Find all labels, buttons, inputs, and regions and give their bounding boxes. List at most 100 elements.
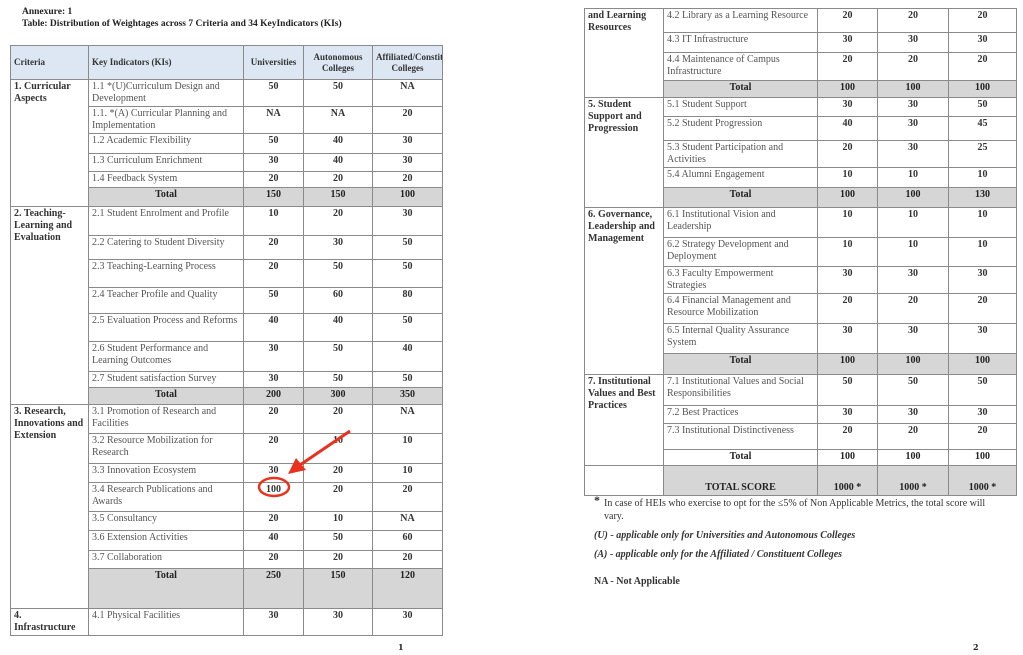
universities-value: 50 bbox=[817, 374, 878, 406]
universities-value: 20 bbox=[243, 433, 304, 464]
universities-value: 10 bbox=[817, 167, 878, 188]
universities-value: 20 bbox=[817, 423, 878, 450]
key-indicator-cell: 5.3 Student Participation and Activities bbox=[663, 140, 818, 168]
autonomous-value: 30 bbox=[877, 140, 949, 168]
header-key-indicators: Key Indicators (KIs) bbox=[88, 45, 244, 80]
footnote-a: (A) - applicable only for the Affiliated… bbox=[594, 549, 843, 560]
total-universities: 100 bbox=[817, 80, 878, 98]
total-score-autonomous: 1000 * bbox=[877, 465, 949, 496]
universities-value: 30 bbox=[817, 405, 878, 424]
affiliated-value: 30 bbox=[948, 405, 1017, 424]
universities-value: 30 bbox=[243, 341, 304, 372]
footnote-u: (U) - applicable only for Universities a… bbox=[594, 530, 856, 541]
table-row: 1. Curricular Aspects 1.1 *(U)Curriculum … bbox=[10, 79, 443, 207]
table-row: 1.3 Curriculum Enrichment 30 40 30 bbox=[11, 153, 443, 172]
table-row: 4.4 Maintenance of Campus Infrastructure… bbox=[585, 52, 1017, 81]
affiliated-value: 30 bbox=[948, 266, 1017, 294]
universities-value: 30 bbox=[243, 608, 304, 636]
header-universities: Universities bbox=[243, 45, 304, 80]
table-row: 2.4 Teacher Profile and Quality 50 60 80 bbox=[11, 287, 443, 314]
weightage-table-page-1: Criteria Key Indicators (KIs) Universities… bbox=[10, 45, 443, 636]
table-title: Table: Distribution of Weightages across… bbox=[22, 19, 342, 29]
universities-value: 30 bbox=[817, 323, 878, 354]
autonomous-value: 30 bbox=[303, 235, 373, 260]
affiliated-value: NA bbox=[372, 511, 443, 531]
autonomous-value: 30 bbox=[877, 405, 949, 424]
total-label: Total bbox=[663, 80, 818, 98]
universities-value: 50 bbox=[243, 79, 304, 107]
universities-value: 20 bbox=[817, 293, 878, 324]
table-row: 2.5 Evaluation Process and Reforms 40 40 50 bbox=[11, 313, 443, 342]
autonomous-value: 20 bbox=[303, 404, 373, 434]
table-row: 2.2 Catering to Student Diversity 20 30 50 bbox=[11, 235, 443, 260]
key-indicator-cell: 1.1 *(U)Curriculum Design and Developmen… bbox=[88, 79, 244, 107]
key-indicator-cell: 1.4 Feedback System bbox=[88, 171, 244, 188]
header-autonomous: Autonomous Colleges bbox=[303, 45, 373, 80]
affiliated-value: 20 bbox=[948, 52, 1017, 81]
affiliated-value: 25 bbox=[948, 140, 1017, 168]
autonomous-value: 20 bbox=[303, 171, 373, 188]
table-row: 1.4 Feedback System 20 20 20 bbox=[11, 171, 443, 188]
criteria-cell: 7. Institutional Values and Best Practic… bbox=[584, 374, 664, 466]
key-indicator-cell: 6.2 Strategy Development and Deployment bbox=[663, 237, 818, 267]
total-label: Total bbox=[663, 353, 818, 375]
autonomous-value: 10 bbox=[303, 511, 373, 531]
affiliated-value: 60 bbox=[372, 530, 443, 551]
total-autonomous: 100 bbox=[877, 353, 949, 375]
key-indicator-cell: 2.5 Evaluation Process and Reforms bbox=[88, 313, 244, 342]
key-indicator-cell: 1.3 Curriculum Enrichment bbox=[88, 153, 244, 172]
footnote-star: * In case of HEIs who exercise to opt for… bbox=[594, 493, 994, 523]
autonomous-value: 50 bbox=[303, 341, 373, 372]
key-indicator-cell: 5.2 Student Progression bbox=[663, 116, 818, 141]
universities-value: 20 bbox=[243, 259, 304, 288]
autonomous-value: 20 bbox=[303, 463, 373, 483]
table-row: 3.5 Consultancy 20 10 NA bbox=[11, 511, 443, 531]
total-label: Total bbox=[663, 449, 818, 466]
table-row: 6.4 Financial Management and Resource Mo… bbox=[585, 293, 1017, 324]
autonomous-value: 50 bbox=[303, 371, 373, 388]
key-indicator-cell: 3.2 Resource Mobilization for Research bbox=[88, 433, 244, 464]
affiliated-value: 45 bbox=[948, 116, 1017, 141]
affiliated-value: 50 bbox=[372, 235, 443, 260]
total-affiliated: 100 bbox=[372, 187, 443, 207]
affiliated-value: 20 bbox=[948, 293, 1017, 324]
total-score-label: TOTAL SCORE bbox=[663, 465, 818, 496]
total-universities: 100 bbox=[817, 449, 878, 466]
autonomous-value: 20 bbox=[877, 8, 949, 33]
universities-value: 100 bbox=[243, 482, 304, 512]
autonomous-value: 40 bbox=[303, 313, 373, 342]
total-universities: 200 bbox=[243, 387, 304, 405]
table-row: 3.6 Extension Activities 40 50 60 bbox=[11, 530, 443, 551]
total-row: Total 100 100 100 bbox=[585, 80, 1017, 98]
criteria-cell: 3. Research, Innovations and Extension bbox=[10, 404, 89, 609]
affiliated-value: NA bbox=[372, 79, 443, 107]
total-autonomous: 100 bbox=[877, 449, 949, 466]
table-row: 2.6 Student Performance and Learning Out… bbox=[11, 341, 443, 372]
autonomous-value: 50 bbox=[877, 374, 949, 406]
universities-value: 50 bbox=[243, 287, 304, 314]
key-indicator-cell: 2.1 Student Enrolment and Profile bbox=[88, 206, 244, 236]
table-row: 3. Research, Innovations and Extension 3.… bbox=[10, 404, 443, 609]
table-row: 3.2 Resource Mobilization for Research 20… bbox=[11, 433, 443, 464]
key-indicator-cell: 6.1 Institutional Vision and Leadership bbox=[663, 207, 818, 238]
total-universities: 100 bbox=[817, 187, 878, 208]
asterisk-symbol: * bbox=[594, 493, 600, 507]
universities-value: 20 bbox=[817, 140, 878, 168]
total-affiliated: 100 bbox=[948, 80, 1017, 98]
autonomous-value: 60 bbox=[303, 287, 373, 314]
annexure-label: Annexure: 1 bbox=[22, 7, 73, 17]
affiliated-value: 30 bbox=[372, 206, 443, 236]
total-row: Total 100 100 130 bbox=[585, 187, 1017, 208]
total-row: Total 100 100 100 bbox=[585, 449, 1017, 466]
table-row: 6.3 Faculty Empowerment Strategies 30 30 30 bbox=[585, 266, 1017, 294]
universities-value: 30 bbox=[243, 463, 304, 483]
table-row: 1.2 Academic Flexibility 50 40 30 bbox=[11, 133, 443, 154]
total-autonomous: 100 bbox=[877, 80, 949, 98]
table-row: 7. Institutional Values and Best Practic… bbox=[584, 374, 1017, 466]
affiliated-value: 20 bbox=[372, 550, 443, 569]
universities-value: NA bbox=[243, 106, 304, 134]
total-label: Total bbox=[663, 187, 818, 208]
total-affiliated: 130 bbox=[948, 187, 1017, 208]
universities-value: 20 bbox=[243, 404, 304, 434]
total-row: Total 200 300 350 bbox=[11, 387, 443, 405]
